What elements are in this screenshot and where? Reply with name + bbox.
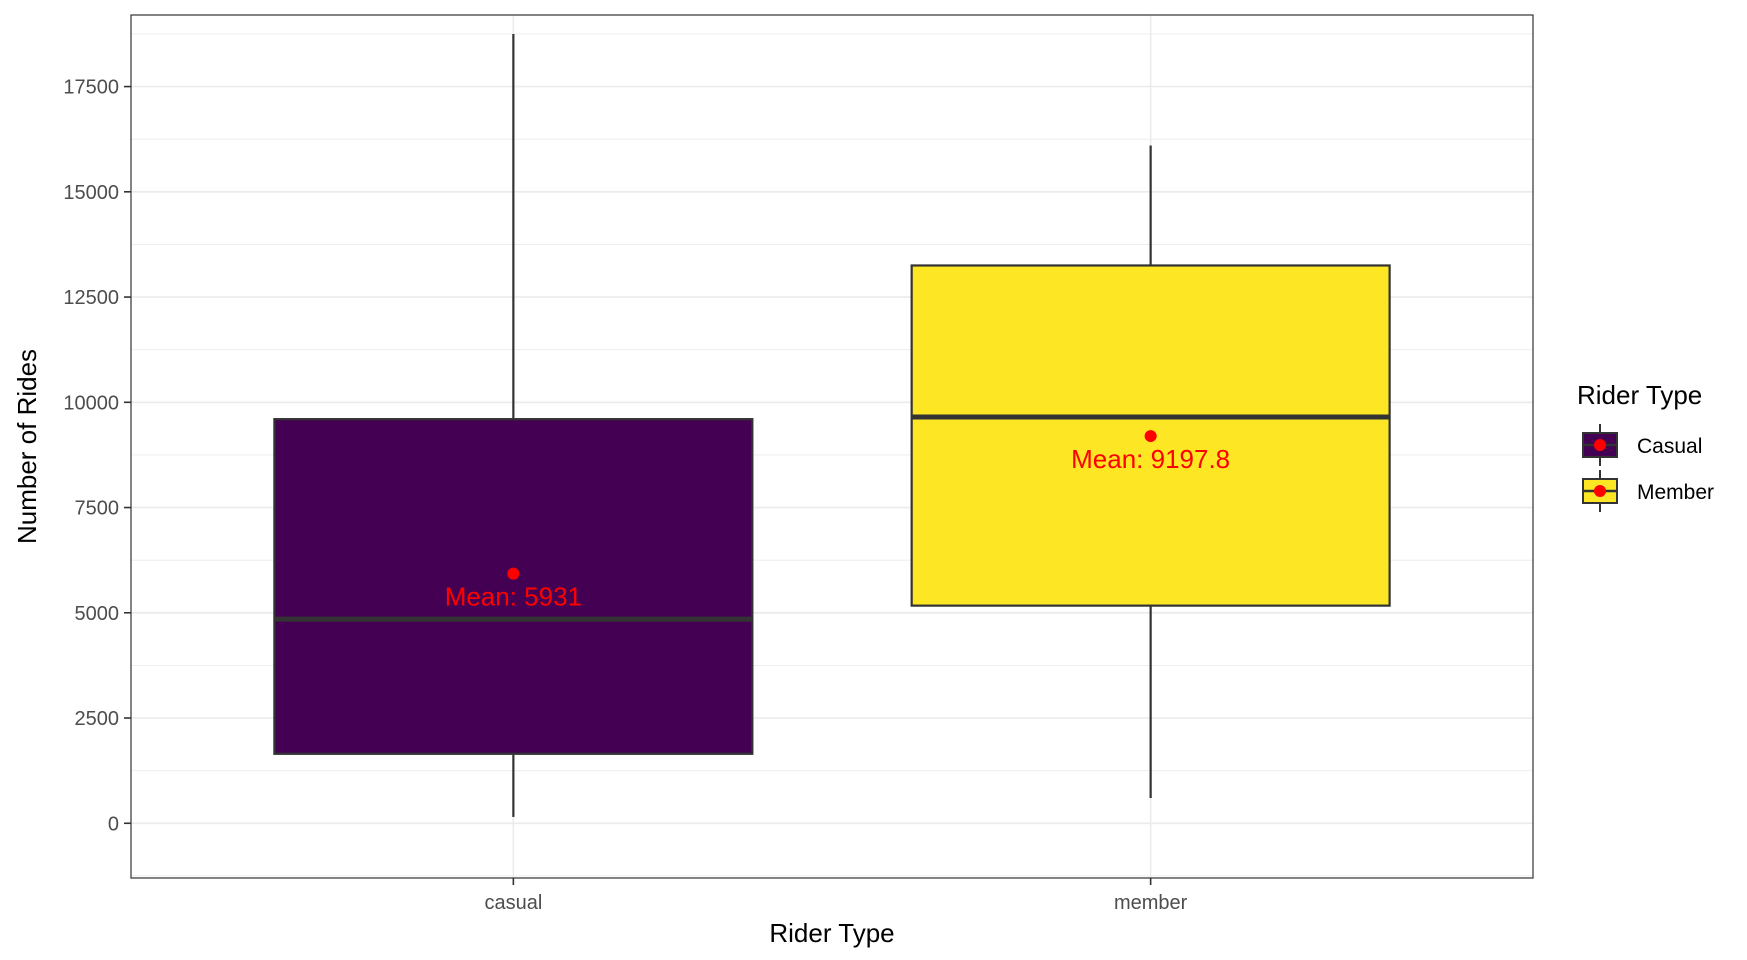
x-axis: casual member bbox=[484, 878, 1188, 914]
y-tick-label: 2500 bbox=[75, 708, 120, 730]
y-axis: 0 2500 5000 7500 10000 12500 15000 17500 bbox=[63, 77, 131, 835]
mean-label: Mean: 5931 bbox=[445, 582, 582, 612]
box-casual: Mean: 5931 bbox=[273, 33, 754, 817]
mean-label: Mean: 9197.8 bbox=[1071, 444, 1230, 474]
box-body bbox=[273, 418, 754, 755]
y-tick-label: 7500 bbox=[75, 498, 120, 520]
legend-title: Rider Type bbox=[1577, 380, 1702, 410]
legend-item-member: Member bbox=[1582, 470, 1714, 512]
y-tick-label: 12500 bbox=[63, 287, 119, 309]
panel-border bbox=[130, 14, 1534, 879]
legend-label: Casual bbox=[1637, 435, 1702, 458]
y-tick-label: 17500 bbox=[63, 77, 119, 99]
boxplots: Mean: 5931 Mean: 9197.8 bbox=[273, 33, 1391, 817]
y-tick-label: 0 bbox=[108, 813, 119, 835]
x-tick-label: member bbox=[1114, 892, 1188, 914]
box-member: Mean: 9197.8 bbox=[910, 145, 1391, 799]
y-tick-label: 5000 bbox=[75, 603, 120, 625]
mean-point bbox=[1144, 430, 1157, 443]
legend-key-mean-point bbox=[1594, 439, 1606, 451]
x-tick-label: casual bbox=[484, 892, 542, 914]
legend: Rider Type Casual Member bbox=[1577, 380, 1714, 512]
y-tick-label: 15000 bbox=[63, 182, 119, 204]
y-tick-label: 10000 bbox=[63, 392, 119, 414]
y-axis-title: Number of Rides bbox=[12, 349, 42, 544]
legend-label: Member bbox=[1637, 481, 1714, 504]
mean-point bbox=[507, 567, 520, 580]
legend-key-mean-point bbox=[1594, 485, 1606, 497]
legend-items: Casual Member bbox=[1582, 424, 1714, 512]
legend-item-casual: Casual bbox=[1582, 424, 1702, 466]
x-axis-title: Rider Type bbox=[769, 918, 894, 948]
